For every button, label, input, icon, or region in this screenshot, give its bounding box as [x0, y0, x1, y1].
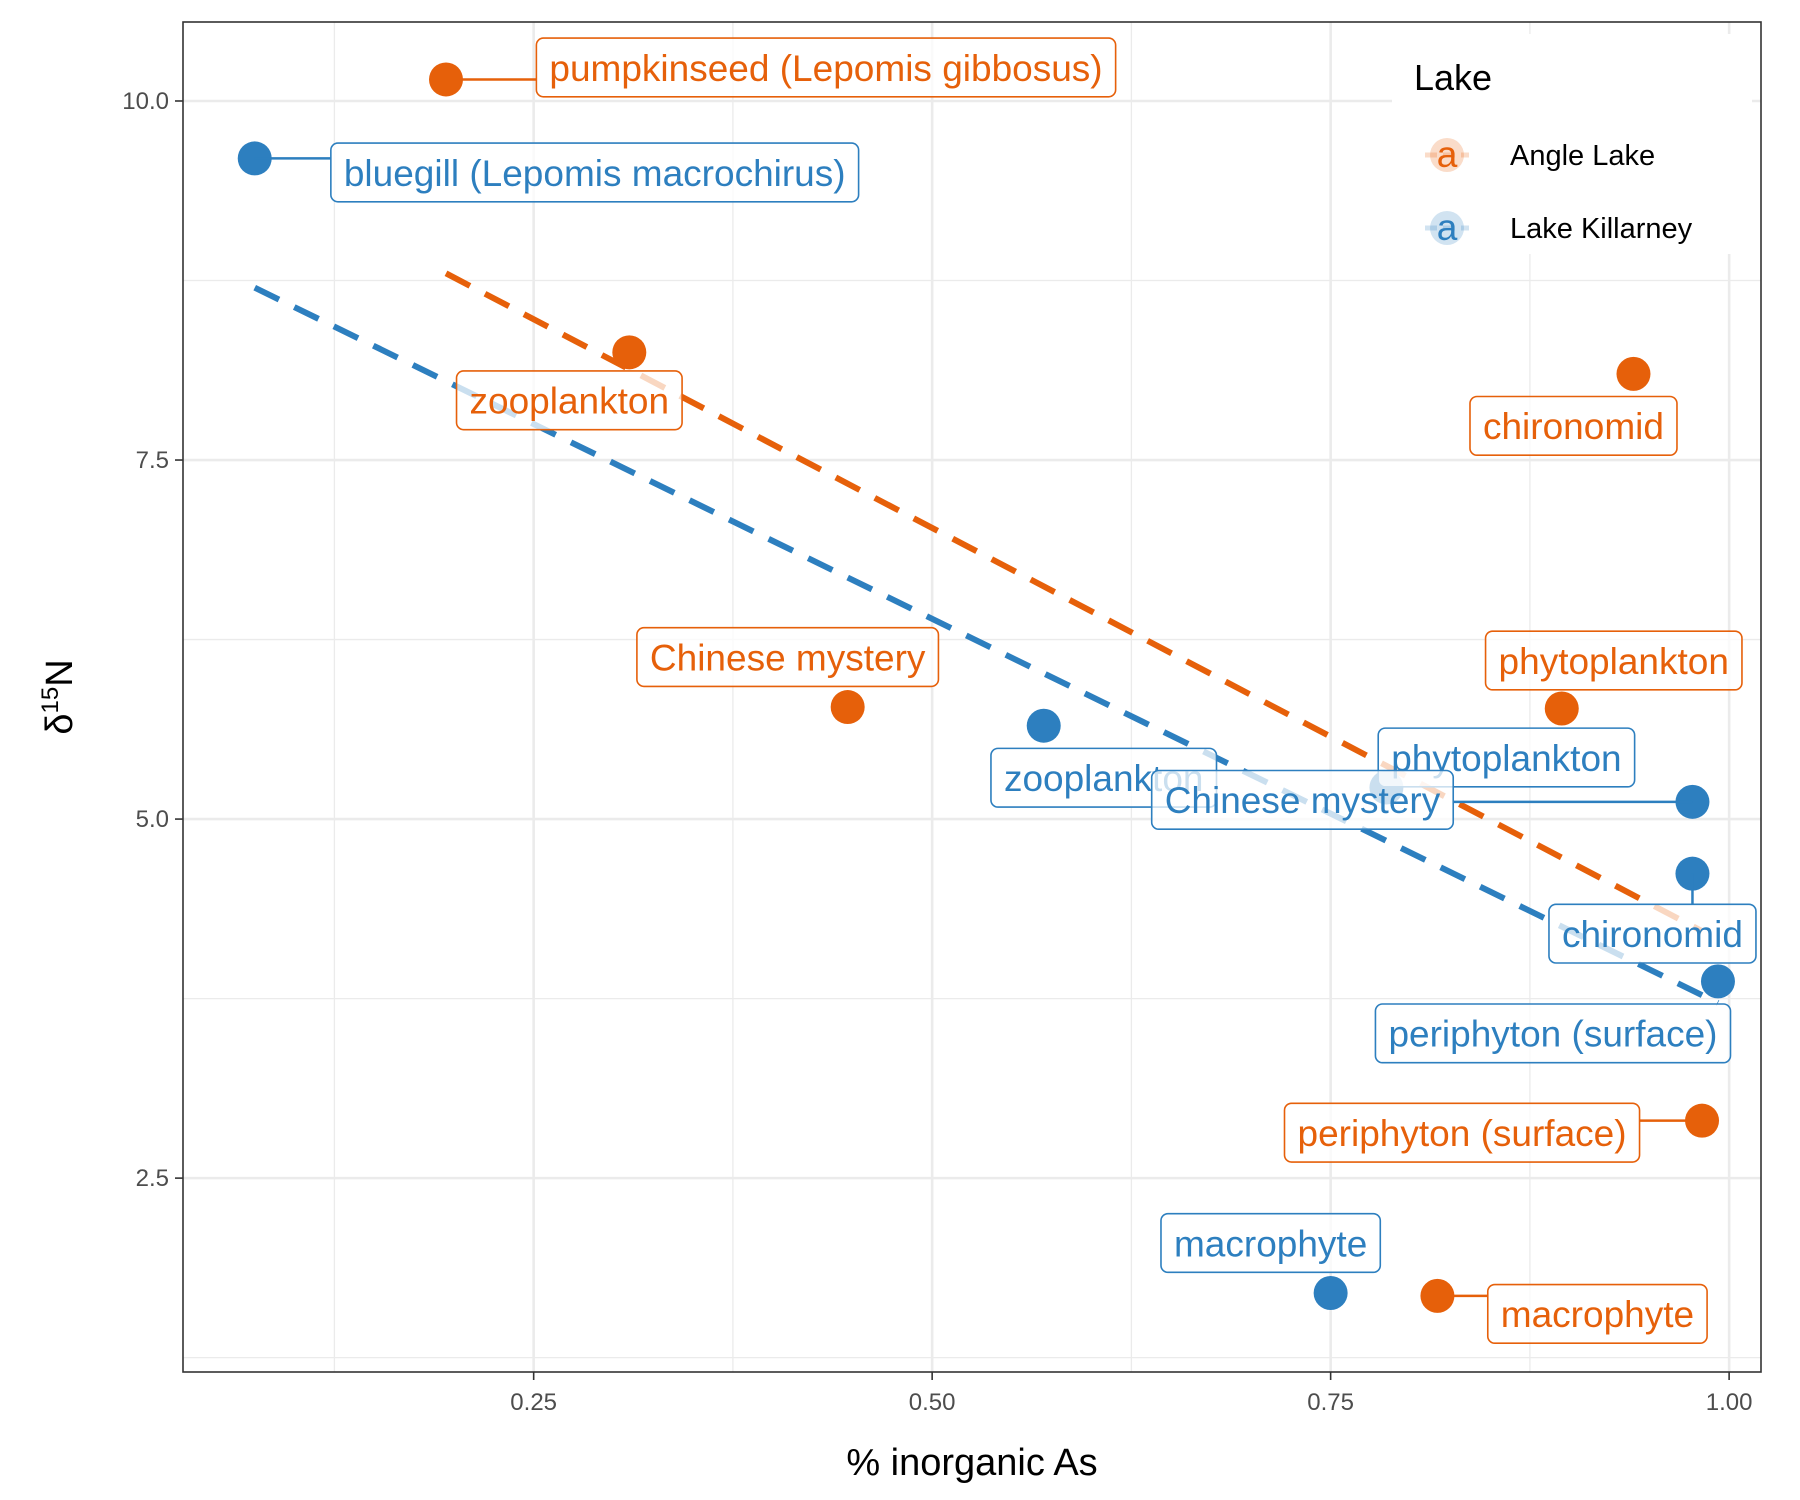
y-axis-title-superscript: 15: [37, 687, 64, 714]
y-axis-title-n: N: [39, 659, 81, 686]
legend-title: Lake: [1414, 57, 1492, 98]
data-point: [1616, 356, 1651, 391]
panel-border: [182, 21, 1762, 1373]
legend-label: Lake Killarney: [1510, 213, 1693, 245]
point-label: chironomid: [1483, 406, 1664, 447]
legend: Lake a Angle Lake a Lake Killarney: [1392, 34, 1752, 254]
legend-label: Angle Lake: [1510, 140, 1655, 172]
y-tick-label: 7.5: [136, 447, 169, 474]
point-label-box: [636, 626, 940, 688]
point-label: periphyton (surface): [1388, 1014, 1717, 1055]
y-axis-title: δ15N: [37, 659, 81, 734]
point-label: Chinese mystery: [650, 637, 926, 678]
point-label-box: [1150, 769, 1455, 830]
point-label: pumpkinseed (Lepomis gibbosus): [549, 48, 1102, 89]
point-label-box: [1374, 1003, 1732, 1064]
point-label: phytoplankton: [1499, 641, 1729, 682]
x-tick-label: 0.75: [1307, 1389, 1354, 1416]
axes: 0.25 0.50 0.75 1.00 2.5 5.0 7.5 10.0: [122, 88, 1752, 1416]
point-label-box: [1484, 630, 1743, 691]
y-tick-label: 2.5: [136, 1165, 169, 1192]
point-label: macrophyte: [1501, 1294, 1694, 1335]
y-tick-label: 10.0: [122, 88, 169, 115]
point-label-box: [455, 370, 683, 431]
point-label-box: [330, 142, 860, 203]
point-label-box: [535, 37, 1117, 98]
legend-background: [1392, 34, 1752, 254]
y-tick-label: 5.0: [136, 806, 169, 833]
x-tick-label: 1.00: [1706, 1389, 1753, 1416]
data-point: [1700, 964, 1735, 999]
point-label-box: [1469, 395, 1678, 457]
point-label-box: [1486, 1283, 1708, 1345]
legend-key-circle: [1430, 211, 1464, 245]
legend-key-circle: [1430, 138, 1464, 172]
legend-key-glyph: a: [1437, 207, 1458, 248]
point-label-box: [1283, 1102, 1641, 1163]
point-labels: pumpkinseed (Lepomis gibbosus) zooplankto…: [254, 37, 1757, 1345]
point-label: bluegill (Lepomis macrochirus): [344, 153, 846, 194]
data-point: [1026, 708, 1061, 743]
point-label-box: [1160, 1212, 1382, 1274]
legend-items: a Angle Lake a Lake Killarney: [1425, 134, 1693, 248]
y-axis-title-delta: δ: [39, 714, 81, 735]
data-point: [1544, 691, 1579, 726]
point-label: chironomid: [1562, 914, 1743, 955]
data-point: [612, 335, 647, 370]
x-tick-label: 0.50: [909, 1389, 956, 1416]
x-tick-label: 0.25: [510, 1389, 557, 1416]
point-label: zooplankton: [470, 381, 670, 422]
point-label: Chinese mystery: [1165, 780, 1441, 821]
data-point: [1313, 1276, 1348, 1311]
legend-key-glyph: a: [1437, 134, 1458, 175]
point-label-box: [1548, 903, 1757, 964]
point-label: periphyton (surface): [1298, 1113, 1627, 1154]
x-axis-title: % inorganic As: [846, 1442, 1097, 1484]
point-label: macrophyte: [1174, 1223, 1367, 1264]
data-point: [830, 690, 865, 725]
